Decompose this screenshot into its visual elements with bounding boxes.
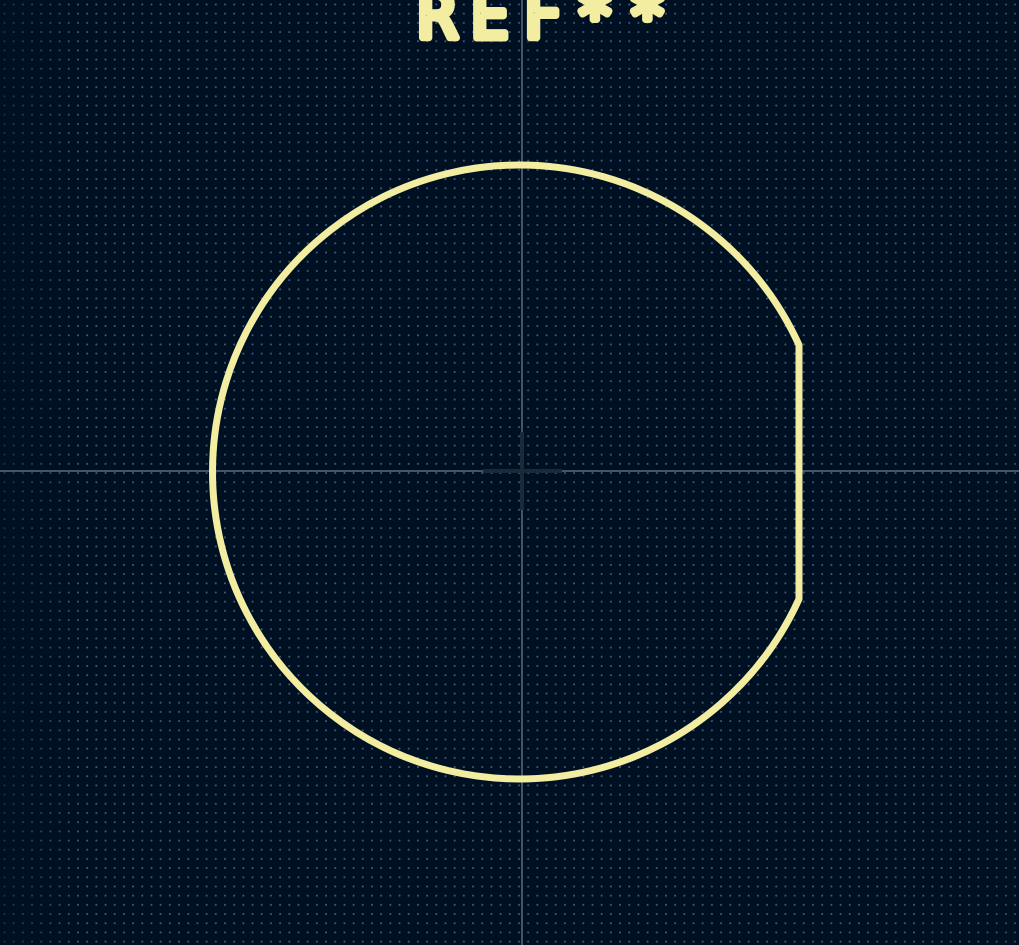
footprint-anchor[interactable] <box>483 432 562 510</box>
silkscreen-outline[interactable] <box>209 161 803 783</box>
reference-designator[interactable]: REF** <box>415 0 681 58</box>
